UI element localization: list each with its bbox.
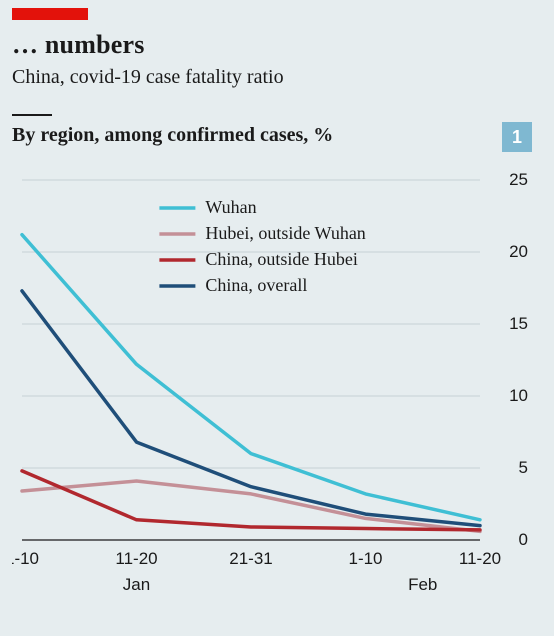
y-tick-label: 0 [519, 530, 528, 549]
x-tick-label: 11-20 [115, 549, 157, 568]
series-line [22, 291, 480, 526]
legend-label: China, overall [205, 275, 307, 295]
section-divider [12, 114, 52, 116]
y-tick-label: 5 [519, 458, 528, 477]
legend-label: Hubei, outside Wuhan [205, 223, 365, 243]
x-tick-label: 11-20 [459, 549, 501, 568]
x-group-label: Jan [123, 575, 150, 594]
chart-container: 0 5 10 15 20 25 1-10 11-20 21-31 1-10 11-20 Jan Feb W… [12, 170, 532, 606]
x-tick-label: 1-10 [348, 549, 382, 568]
legend-label: China, outside Hubei [205, 249, 357, 269]
series-line [22, 481, 480, 531]
y-tick-label: 15 [509, 314, 528, 333]
y-tick-label: 20 [509, 242, 528, 261]
x-tick-label: 21-31 [229, 549, 272, 568]
x-group-label: Feb [408, 575, 437, 594]
panel-number-badge: 1 [502, 122, 532, 152]
series-line [22, 471, 480, 530]
line-chart: 0 5 10 15 20 25 1-10 11-20 21-31 1-10 11-20 Jan Feb W… [12, 170, 532, 606]
page-title: … numbers [12, 30, 145, 60]
section-label: By region, among confirmed cases, % [12, 124, 333, 147]
x-tick-label: 1-10 [12, 549, 39, 568]
y-tick-label: 25 [509, 170, 528, 189]
page-subtitle: China, covid-19 case fatality ratio [12, 66, 284, 89]
y-tick-label: 10 [509, 386, 528, 405]
legend-label: Wuhan [205, 197, 256, 217]
brand-bar [12, 8, 88, 20]
